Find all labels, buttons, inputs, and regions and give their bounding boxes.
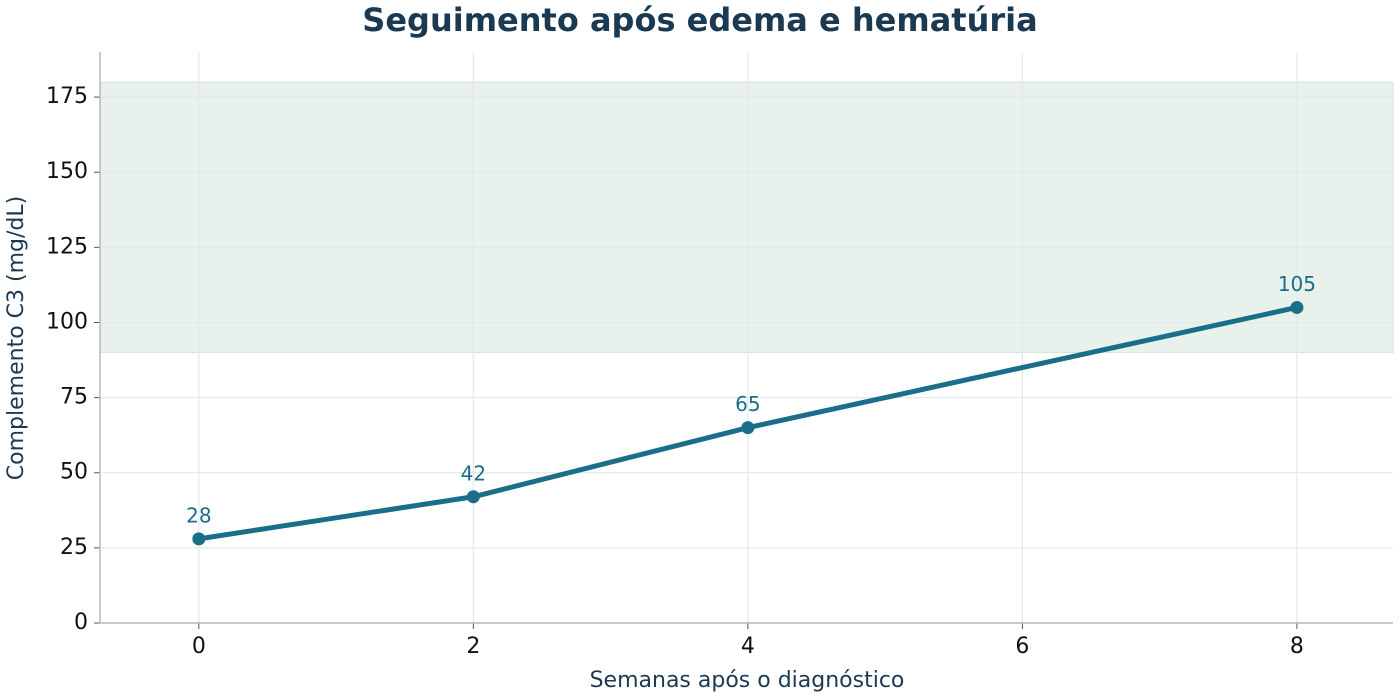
reference-band [99, 81, 1394, 354]
y-tick-label: 125 [46, 234, 88, 259]
y-tick-label: 175 [46, 84, 88, 109]
chart-title: Seguimento após edema e hematúria [362, 1, 1037, 39]
data-label: 65 [735, 392, 760, 416]
y-tick-label: 50 [60, 460, 88, 485]
data-label: 42 [461, 461, 486, 485]
y-axis-label: Complemento C3 (mg/dL) [4, 196, 29, 480]
x-tick-label: 8 [1290, 634, 1304, 659]
y-tick-label: 100 [46, 309, 88, 334]
data-label: 105 [1278, 272, 1316, 296]
x-tick-label: 2 [466, 634, 480, 659]
x-axis-label: Semanas após o diagnóstico [590, 668, 905, 693]
data-point [741, 421, 755, 435]
y-tick-label: 150 [46, 159, 88, 184]
data-label: 28 [186, 503, 211, 527]
x-tick-label: 4 [741, 634, 755, 659]
data-point [466, 490, 480, 504]
x-tick-label: 6 [1015, 634, 1029, 659]
y-tick-label: 75 [60, 385, 88, 410]
y-tick-label: 25 [60, 535, 88, 560]
data-point [1290, 300, 1304, 314]
data-point [192, 532, 206, 546]
y-tick-label: 0 [74, 610, 88, 635]
data-line [198, 305, 1298, 542]
x-tick-label: 0 [192, 634, 206, 659]
